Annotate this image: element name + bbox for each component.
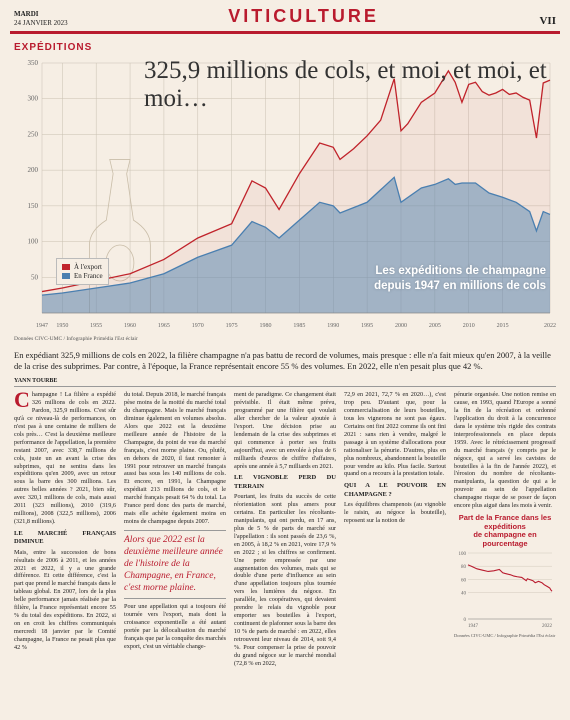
legend-label-france: En France [74,272,103,280]
body-head: LE VIGNOBLE PERD DU TERRAIN [234,474,336,491]
svg-text:1975: 1975 [226,323,238,329]
body-p: Champagne ! La filière a expédié 326 mil… [14,391,116,526]
legend-swatch-france [62,273,70,279]
standfirst: En expédiant 325,9 millions de cols en 2… [0,346,570,378]
svg-text:2022: 2022 [544,323,556,329]
mini-chart-svg: 0 40 60 80 100 1947 2022 [454,551,554,629]
legend-swatch-export [62,264,70,270]
svg-text:1995: 1995 [361,323,373,329]
chart-title: 325,9 millions de cols, et moi, et moi, … [144,57,556,113]
body-p: Mais, entre la succession de bons résult… [14,549,116,652]
svg-text:2015: 2015 [497,323,509,329]
body-columns: Champagne ! La filière a expédié 326 mil… [0,391,570,672]
svg-text:250: 250 [28,130,39,138]
body-p: ment de paradigme. Ce changement était p… [234,391,336,470]
body-p: Pourtant, les fruits du succès de cette … [234,493,336,668]
header-date-block: MARDI 24 JANVIER 2023 [14,10,68,27]
svg-text:0: 0 [464,618,467,623]
svg-text:60: 60 [461,578,467,583]
svg-text:40: 40 [461,591,467,596]
header-date: 24 JANVIER 2023 [14,19,68,27]
svg-text:2022: 2022 [542,624,553,629]
body-p: 72,9 en 2021, 72,7 % en 2020…), c'est tr… [344,391,446,478]
svg-text:100: 100 [459,552,467,557]
body-p: du total. Depuis 2018, le marché françai… [124,391,226,526]
body-p: Pour une appellation qui a toujours été … [124,603,226,651]
col-1: Champagne ! La filière a expédié 326 mil… [14,391,116,672]
chart-credit: Données CIVC-UMC / Infographie Primédia … [0,335,570,346]
page-header: MARDI 24 JANVIER 2023 VITICULTURE VII [0,0,570,29]
svg-text:1985: 1985 [293,323,305,329]
body-p: Les équilibres champenois (au vignoble l… [344,501,446,525]
svg-text:1970: 1970 [192,323,204,329]
col-4: 72,9 en 2021, 72,7 % en 2020…), c'est tr… [344,391,446,672]
main-chart: 325,9 millions de cols, et moi, et moi, … [14,55,556,335]
svg-text:300: 300 [28,95,39,103]
svg-text:2005: 2005 [429,323,441,329]
col-3: ment de paradigme. Ce changement était p… [234,391,336,672]
svg-text:1955: 1955 [90,323,102,329]
svg-text:150: 150 [28,202,39,210]
byline: YANN TOURBE [14,378,556,387]
svg-text:1990: 1990 [327,323,339,329]
svg-text:200: 200 [28,166,39,174]
header-day: MARDI [14,10,68,18]
col-5: pénurie organisée. Une notion remise en … [454,391,556,672]
body-head: LE MARCHÉ FRANÇAIS DIMINUE [14,530,116,547]
svg-text:1965: 1965 [158,323,170,329]
body-p: pénurie organisée. Une notion remise en … [454,391,556,510]
svg-text:100: 100 [28,238,39,246]
svg-text:50: 50 [31,273,39,281]
legend-label-export: À l'export [74,263,102,271]
svg-text:2010: 2010 [463,323,475,329]
pullquote: Alors que 2022 est la deuxième meilleure… [124,530,226,599]
svg-text:1960: 1960 [124,323,136,329]
svg-text:1950: 1950 [56,323,68,329]
kicker: EXPÉDITIONS [0,34,570,55]
svg-text:80: 80 [461,565,467,570]
svg-text:350: 350 [28,59,39,67]
svg-text:2000: 2000 [395,323,407,329]
section-title: VITICULTURE [228,6,379,27]
chart-legend: À l'export En France [56,258,109,285]
minichart-credit: Données CIVC-UMC / Infographie Primédia … [454,633,556,639]
body-head: QUI A LE POUVOIR EN CHAMPAGNE ? [344,482,446,499]
svg-text:1947: 1947 [36,323,48,329]
svg-text:1980: 1980 [260,323,272,329]
col-2: du total. Depuis 2018, le marché françai… [124,391,226,672]
chart-subtitle: Les expéditions de champagnedepuis 1947 … [374,264,546,293]
page-number: VII [539,15,556,27]
svg-text:1947: 1947 [468,624,479,629]
minichart-title: Part de la France dans les expéditionsde… [454,514,556,549]
